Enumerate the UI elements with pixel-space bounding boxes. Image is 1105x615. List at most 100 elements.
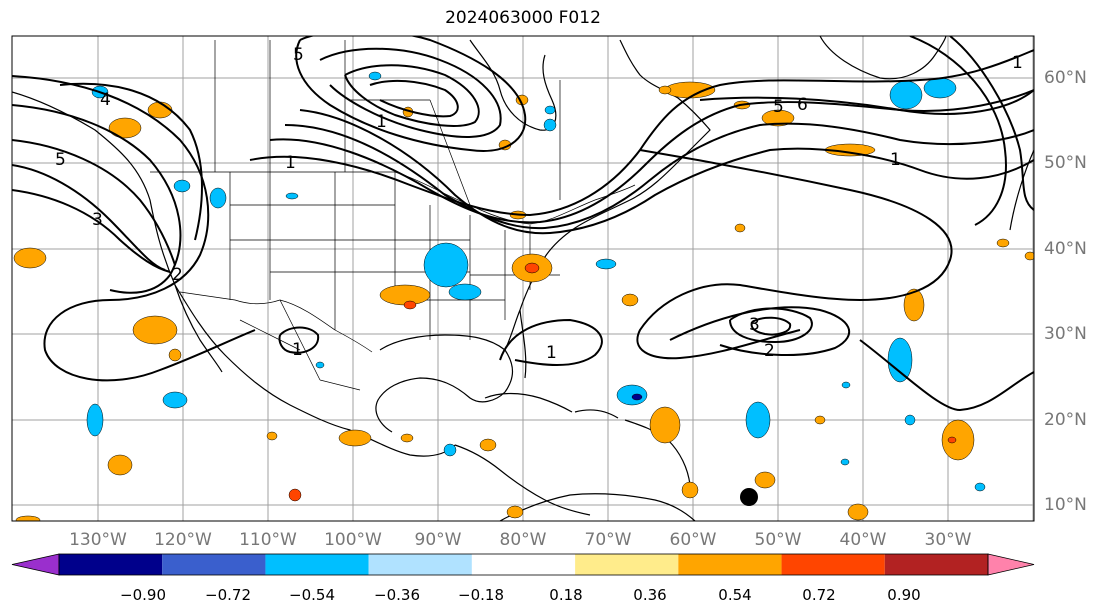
anomaly-patch xyxy=(524,262,540,274)
contour-north-low-2 xyxy=(319,47,502,138)
longitude-labels: 130°W 120°W 110°W 100°W 90°W 80°W 70°W 6… xyxy=(69,530,972,550)
lon-label: 90°W xyxy=(415,530,462,550)
anomaly-patch xyxy=(379,284,431,306)
colorbar-tick-label: −0.36 xyxy=(374,586,420,604)
colorbar-segment xyxy=(471,554,576,575)
anomaly-patch xyxy=(745,401,771,439)
contour-east-2 xyxy=(699,89,1034,115)
colorbar-extend-max xyxy=(987,553,1035,576)
border-mexico-states xyxy=(239,299,361,391)
colorbar-extend-min xyxy=(11,553,60,576)
anomaly-patch xyxy=(903,288,925,322)
anomaly-patch xyxy=(847,503,869,521)
colorbar-tick-label: 0.36 xyxy=(633,586,666,604)
anomaly-patch xyxy=(544,105,556,115)
coastline-north-america-west xyxy=(12,91,456,457)
lon-label: 80°W xyxy=(500,530,547,550)
contour-label-group: 4 5 3 2 1 1 1 5 6 1 3 2 1 5 1 xyxy=(55,45,1023,363)
contour-jet-3 xyxy=(284,122,1034,230)
anomaly-patch xyxy=(621,293,639,307)
colorbar-tick-label: 0.72 xyxy=(802,586,835,604)
contour-high-inner xyxy=(729,307,813,344)
anomaly-patch xyxy=(107,454,133,476)
contour-label: 1 xyxy=(285,153,296,173)
contour-label: 1 xyxy=(890,150,901,170)
anomaly-patch xyxy=(616,384,648,406)
contour-jet-4 xyxy=(299,109,1034,235)
coastline-central-america xyxy=(454,444,591,516)
anomaly-patch xyxy=(658,85,672,95)
contour-label: 5 xyxy=(773,97,784,117)
anomaly-patch xyxy=(168,348,182,362)
contour-west-1 xyxy=(12,75,256,382)
contour-lines xyxy=(12,36,1034,412)
latitude-labels: 60°N 50°N 40°N 30°N 20°N 10°N xyxy=(1044,68,1087,515)
colorbar-tick-label: 0.54 xyxy=(718,586,751,604)
border-us-mexico xyxy=(179,291,373,353)
storm-marker xyxy=(740,488,758,506)
anomaly-patch xyxy=(288,488,302,502)
contour-east-4 xyxy=(909,36,1007,226)
anomaly-patch xyxy=(974,482,986,492)
coastline-greenland xyxy=(819,36,947,80)
anomaly-patch xyxy=(543,118,557,132)
map-title: 2024063000 F012 xyxy=(445,8,601,28)
lat-label: 40°N xyxy=(1044,239,1087,259)
lat-label: 10°N xyxy=(1044,495,1087,515)
anomaly-patch xyxy=(13,247,47,269)
anomaly-patch xyxy=(595,258,617,270)
map-panel xyxy=(11,35,1035,522)
lat-label: 60°N xyxy=(1044,68,1087,88)
anomaly-patch xyxy=(108,117,142,139)
lon-label: 30°W xyxy=(925,530,972,550)
lat-label: 30°N xyxy=(1044,324,1087,344)
anomaly-patch xyxy=(1024,251,1034,261)
contour-label: 2 xyxy=(764,341,775,361)
lon-label: 60°W xyxy=(670,530,717,550)
colorbar-segment xyxy=(162,554,266,575)
anomaly-patch xyxy=(631,393,643,401)
anomaly-patch xyxy=(209,187,227,209)
anomaly-patch xyxy=(506,505,524,519)
colorbar-tick-label: −0.90 xyxy=(120,586,166,604)
contour-south-atl xyxy=(859,339,1034,412)
anomaly-patch xyxy=(734,223,746,233)
colorbar-segment xyxy=(59,554,163,575)
anomaly-patch xyxy=(754,471,776,489)
contour-subtropical xyxy=(669,306,850,356)
anomaly-patch xyxy=(947,436,957,444)
anomaly-patch xyxy=(479,438,497,452)
contour-label: 5 xyxy=(293,45,304,65)
contour-mexico-1 xyxy=(278,326,320,354)
lon-label: 120°W xyxy=(154,530,212,550)
anomaly-patch xyxy=(315,361,325,369)
anomaly-patch xyxy=(664,81,716,99)
anomaly-patch xyxy=(841,381,851,389)
anomaly-patch xyxy=(941,419,975,461)
contour-west-5 xyxy=(12,139,176,266)
contour-label: 6 xyxy=(797,95,808,115)
anomaly-patch xyxy=(996,238,1010,248)
coastline-florida xyxy=(504,309,527,379)
anomaly-patch xyxy=(400,433,414,443)
colorbar-tick-label: 0.18 xyxy=(549,586,582,604)
contour-label: 1 xyxy=(292,340,303,360)
coastline-canada-east xyxy=(619,39,711,161)
coastline-cuba xyxy=(484,392,573,413)
lon-label: 110°W xyxy=(239,530,297,550)
anomaly-patch xyxy=(147,101,173,119)
contour-label: 1 xyxy=(1012,53,1023,73)
colorbar-segment xyxy=(368,554,472,575)
anomaly-patch xyxy=(285,192,299,200)
coastline-gulf-mexico xyxy=(375,334,514,433)
anomaly-patch xyxy=(173,179,191,193)
anomaly-patch xyxy=(86,403,104,437)
contour-east-sweep xyxy=(636,149,953,360)
lon-label: 40°W xyxy=(840,530,887,550)
anomaly-patch xyxy=(132,315,178,345)
colorbar-tick-labels: −0.90 −0.72 −0.54 −0.36 −0.18 0.18 0.36 … xyxy=(120,586,921,604)
coastline-hispaniola xyxy=(574,409,619,419)
contour-east-3 xyxy=(949,36,1034,211)
colorbar-tick-label: −0.54 xyxy=(289,586,335,604)
